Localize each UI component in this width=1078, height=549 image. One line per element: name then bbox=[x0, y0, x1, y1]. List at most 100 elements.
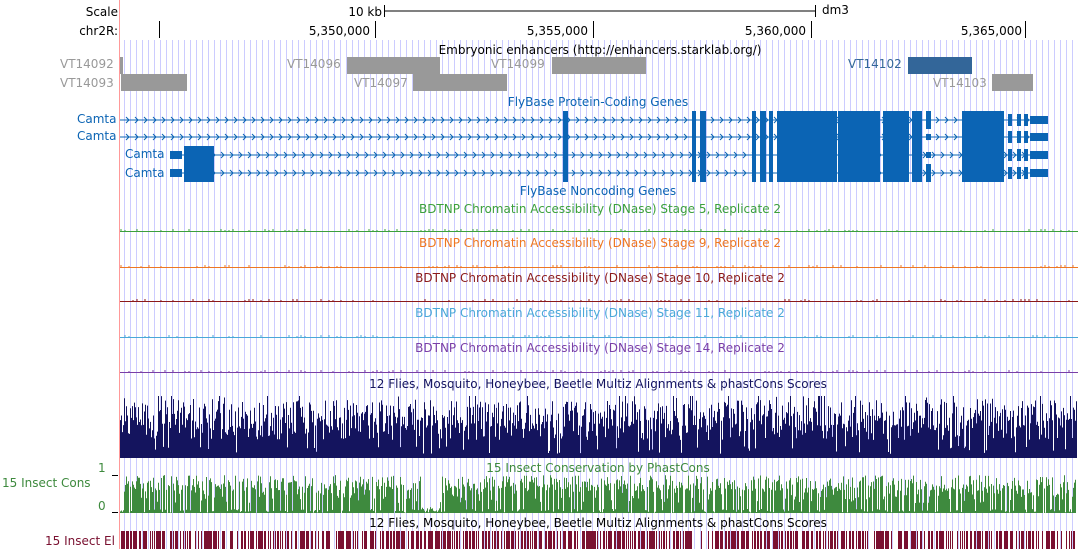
strand-arrow bbox=[179, 116, 184, 124]
strand-arrow bbox=[449, 116, 454, 124]
strand-arrow bbox=[1012, 151, 1017, 159]
strand-arrow bbox=[274, 169, 279, 177]
ruler-tick-label: 5,365,000 bbox=[960, 24, 1022, 38]
strand-arrow bbox=[598, 151, 603, 159]
genes-track-title[interactable]: FlyBase Protein-Coding Genes bbox=[507, 95, 689, 109]
enhancer-label-vt14096[interactable]: VT14096 bbox=[287, 57, 341, 71]
enhancer-feature bbox=[120, 57, 123, 74]
strand-arrow bbox=[251, 116, 256, 124]
strand-arrow bbox=[337, 169, 342, 177]
transcript-exon bbox=[563, 128, 568, 146]
enhancer-label-vt14103[interactable]: VT14103 bbox=[933, 76, 987, 90]
dnase-stage5-title[interactable]: BDTNP Chromatin Accessibility (DNase) St… bbox=[418, 202, 782, 216]
strand-arrow bbox=[472, 151, 477, 159]
noncoding-track-title[interactable]: FlyBase Noncoding Genes bbox=[519, 184, 677, 198]
enhancer-label-vt14102[interactable]: VT14102 bbox=[848, 57, 902, 71]
strand-arrow bbox=[521, 116, 526, 124]
transcript-exon bbox=[700, 164, 706, 182]
transcript-exon bbox=[962, 111, 1004, 129]
phastcons-side-label[interactable]: 15 Insect Cons bbox=[2, 476, 91, 490]
strand-arrow bbox=[391, 169, 396, 177]
strand-arrow bbox=[409, 169, 414, 177]
elements-track-title[interactable]: 12 Flies, Mosquito, Honeybee, Beetle Mul… bbox=[369, 516, 827, 530]
dnase-stage10-title[interactable]: BDTNP Chromatin Accessibility (DNase) St… bbox=[415, 271, 785, 285]
strand-arrow bbox=[350, 116, 355, 124]
strand-arrow bbox=[584, 133, 589, 141]
strand-arrow bbox=[386, 133, 391, 141]
strand-arrow bbox=[647, 116, 652, 124]
strand-arrow bbox=[134, 116, 139, 124]
transcript-exon bbox=[1030, 116, 1048, 124]
strand-arrow bbox=[427, 169, 432, 177]
strand-arrow bbox=[737, 133, 742, 141]
strand-arrow bbox=[256, 151, 261, 159]
strand-arrow bbox=[733, 151, 738, 159]
strand-arrow bbox=[229, 151, 234, 159]
enhancer-label-vt14097[interactable]: VT14097 bbox=[354, 76, 408, 90]
strand-arrow bbox=[296, 116, 301, 124]
strand-arrow bbox=[310, 169, 315, 177]
enhancer-label-vt14093[interactable]: VT14093 bbox=[60, 76, 114, 90]
strand-arrow bbox=[287, 133, 292, 141]
strand-arrow bbox=[206, 133, 211, 141]
strand-arrow bbox=[652, 151, 657, 159]
strand-arrow bbox=[949, 151, 954, 159]
strand-arrow bbox=[422, 133, 427, 141]
strand-arrow bbox=[395, 133, 400, 141]
strand-arrow bbox=[328, 169, 333, 177]
gene-label-camta[interactable]: Camta bbox=[77, 112, 117, 126]
gene-label-camta[interactable]: Camta bbox=[125, 147, 165, 161]
multiz-track-title[interactable]: 12 Flies, Mosquito, Honeybee, Beetle Mul… bbox=[369, 377, 827, 391]
strand-arrow bbox=[652, 169, 657, 177]
dnase-stage11-title[interactable]: BDTNP Chromatin Accessibility (DNase) St… bbox=[415, 306, 785, 320]
enhancer-feature bbox=[992, 74, 1033, 91]
transcript-exon bbox=[777, 164, 837, 182]
strand-arrow bbox=[620, 133, 625, 141]
dnase-stage9-title[interactable]: BDTNP Chromatin Accessibility (DNase) St… bbox=[418, 236, 782, 250]
transcript-exon bbox=[883, 146, 909, 164]
strand-arrow bbox=[539, 116, 544, 124]
enhancers-track-title[interactable]: Embryonic enhancers (http://enhancers.st… bbox=[438, 43, 762, 57]
strand-arrow bbox=[719, 133, 724, 141]
strand-arrow bbox=[755, 116, 760, 124]
enhancer-feature bbox=[121, 74, 187, 91]
enhancer-label-vt14092[interactable]: VT14092 bbox=[60, 57, 114, 71]
enhancer-label-vt14099[interactable]: VT14099 bbox=[491, 57, 545, 71]
transcript-exon bbox=[769, 128, 773, 146]
strand-arrow bbox=[233, 116, 238, 124]
transcript-exon bbox=[700, 128, 706, 146]
strand-arrow bbox=[665, 133, 670, 141]
elements-side-label[interactable]: 15 Insect El bbox=[45, 534, 115, 548]
strand-arrow bbox=[706, 169, 711, 177]
transcript-exon bbox=[777, 111, 837, 129]
dnase-signal bbox=[128, 370, 1070, 373]
gene-label-camta[interactable]: Camta bbox=[77, 129, 117, 143]
strand-arrow bbox=[508, 169, 513, 177]
strand-arrow bbox=[125, 116, 130, 124]
chrom-label[interactable]: chr2R: bbox=[79, 24, 118, 38]
strand-arrow bbox=[485, 133, 490, 141]
transcript-exon bbox=[700, 146, 706, 164]
strand-arrow bbox=[269, 133, 274, 141]
strand-arrow bbox=[503, 133, 508, 141]
strand-arrow bbox=[548, 116, 553, 124]
strand-arrow bbox=[643, 169, 648, 177]
strand-arrow bbox=[134, 133, 139, 141]
dnase-stage14-title[interactable]: BDTNP Chromatin Accessibility (DNase) St… bbox=[415, 341, 785, 355]
transcript-exon bbox=[883, 111, 909, 129]
strand-arrow bbox=[733, 169, 738, 177]
strand-arrow bbox=[481, 169, 486, 177]
transcript-exon bbox=[926, 134, 931, 140]
transcript-exon bbox=[760, 164, 766, 182]
strand-arrow bbox=[436, 169, 441, 177]
transcript-exon bbox=[912, 111, 922, 129]
strand-arrow bbox=[580, 169, 585, 177]
strand-arrow bbox=[476, 116, 481, 124]
strand-arrow bbox=[683, 133, 688, 141]
strand-arrow bbox=[490, 169, 495, 177]
gene-label-camta[interactable]: Camta bbox=[125, 166, 165, 180]
phastcons-track-title[interactable]: 15 Insect Conservation by PhastCons bbox=[486, 461, 710, 475]
strand-arrow bbox=[949, 169, 954, 177]
strand-arrow bbox=[431, 133, 436, 141]
